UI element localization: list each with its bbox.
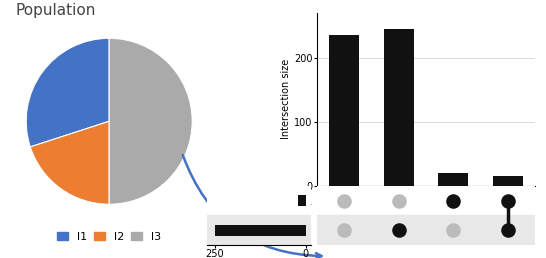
Point xyxy=(394,228,403,232)
Text: Population: Population xyxy=(16,3,96,18)
Point xyxy=(340,199,348,203)
Wedge shape xyxy=(30,121,109,204)
Bar xyxy=(299,195,306,206)
Point xyxy=(449,228,458,232)
Bar xyxy=(317,215,535,245)
Wedge shape xyxy=(109,38,192,204)
Bar xyxy=(215,225,306,236)
Y-axis label: Intersection size: Intersection size xyxy=(281,59,291,140)
Bar xyxy=(383,29,414,186)
Bar xyxy=(492,176,523,186)
Wedge shape xyxy=(26,38,109,147)
Point xyxy=(340,228,348,232)
Bar xyxy=(438,173,468,186)
Point xyxy=(503,199,512,203)
Point xyxy=(449,199,458,203)
Legend: l1, l2, l3: l1, l2, l3 xyxy=(53,227,165,246)
Bar xyxy=(329,35,359,186)
Bar xyxy=(207,215,311,245)
Point xyxy=(503,228,512,232)
Point xyxy=(394,199,403,203)
